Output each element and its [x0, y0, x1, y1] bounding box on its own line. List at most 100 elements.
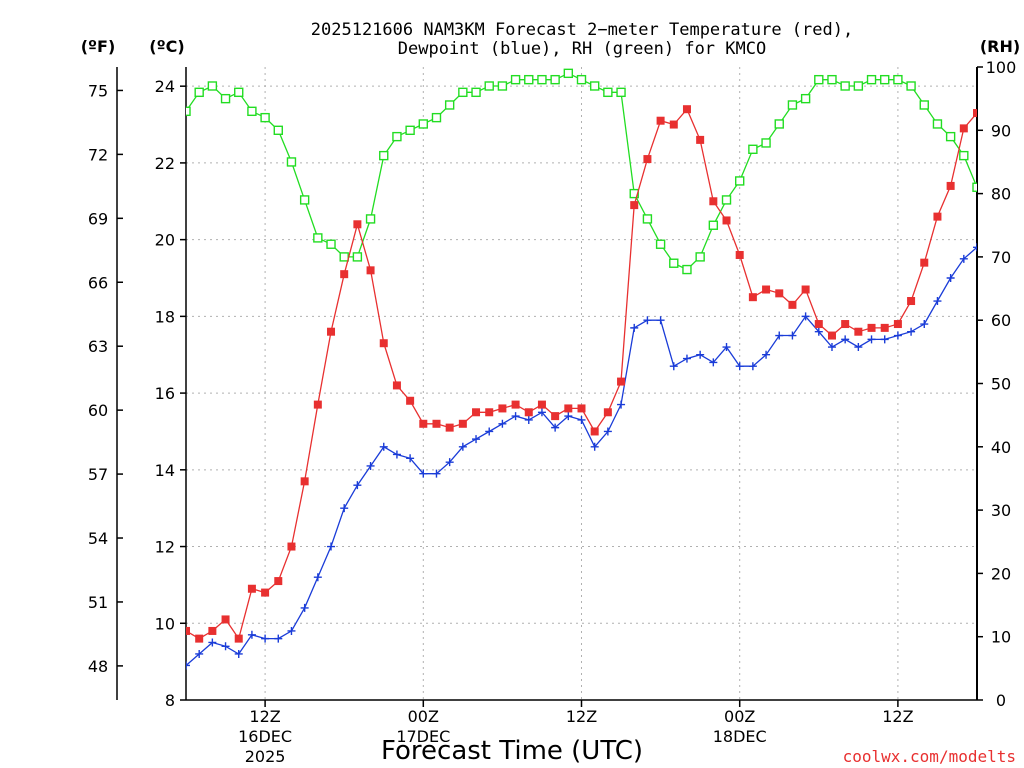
rh-series	[186, 68, 977, 275]
rh-point	[563, 68, 574, 79]
dewpoint-point	[432, 469, 441, 478]
dewpoint-point	[841, 335, 850, 344]
dewpoint-point	[973, 243, 977, 252]
dewpoint-point	[775, 331, 784, 340]
rh-point	[220, 93, 231, 104]
temperature-point	[880, 323, 889, 332]
temperature-point	[827, 331, 836, 340]
dewpoint-point	[920, 320, 929, 329]
temperature-point	[247, 584, 256, 593]
rh-point	[194, 87, 204, 98]
dewpoint-point	[893, 331, 902, 340]
dewpoint-point	[340, 504, 349, 513]
title-line-1: 2025121606 NAM3KM Forecast 2−meter Tempe…	[311, 20, 853, 40]
dewpoint-point	[300, 603, 309, 612]
celsius-tick-label: 10	[155, 614, 175, 633]
rh-point	[273, 125, 283, 136]
dewpoint-point	[195, 649, 204, 658]
credit-text[interactable]: coolwx.com/modelts	[843, 747, 1016, 766]
fahrenheit-tick-label: 51	[88, 593, 108, 612]
rh-point	[550, 74, 560, 85]
celsius-tick-label: 22	[155, 154, 175, 173]
celsius-tick-label: 18	[155, 307, 175, 326]
dewpoint-point	[656, 316, 665, 325]
rh-point	[484, 81, 494, 91]
rh-point	[669, 258, 679, 268]
dewpoint-series	[186, 243, 977, 670]
temperature-point	[458, 419, 467, 428]
dewpoint-point	[880, 335, 889, 344]
dewpoint-point	[511, 412, 520, 421]
temperature-point	[814, 320, 823, 329]
temperature-point	[327, 327, 336, 336]
celsius-tick-label: 14	[155, 461, 175, 480]
fahrenheit-tick-label: 75	[88, 81, 108, 100]
temperature-point	[577, 404, 586, 413]
rh-point	[761, 138, 771, 148]
temperature-point	[682, 105, 691, 114]
rh-point	[418, 119, 428, 129]
dewpoint-point	[814, 327, 823, 336]
rh-point	[313, 233, 323, 243]
celsius-tick-label: 12	[155, 538, 175, 557]
dewpoint-point	[643, 316, 652, 325]
dewpoint-point	[261, 634, 270, 643]
temperature-point	[748, 293, 757, 302]
rh-tick-label: 10	[991, 628, 1011, 647]
dewpoint-point	[313, 573, 322, 582]
temperature-point	[432, 419, 441, 428]
rh-tick-label: 40	[991, 438, 1011, 457]
dewpoint-point	[748, 362, 757, 371]
dewpoint-point	[392, 450, 401, 459]
temperature-point	[920, 258, 929, 267]
dewpoint-point	[788, 331, 797, 340]
fahrenheit-tick-label: 63	[88, 337, 108, 356]
rh-point	[286, 157, 297, 167]
rh-point	[510, 74, 521, 85]
dewpoint-point	[696, 350, 705, 359]
rh-tick-label: 50	[991, 375, 1011, 394]
dewpoint-point	[379, 442, 388, 451]
dewpoint-point	[445, 458, 454, 467]
rh-point	[352, 252, 363, 262]
temperature-point	[735, 250, 744, 259]
rh-point	[827, 74, 837, 85]
rh-point	[695, 252, 705, 262]
rh-point	[893, 74, 903, 85]
rh-point	[774, 119, 784, 129]
temperature-point	[392, 381, 401, 390]
celsius-tick-label: 8	[165, 691, 175, 710]
temperature-point	[656, 116, 665, 125]
temperature-point	[630, 201, 639, 210]
temperature-point	[498, 404, 507, 413]
x-tick-time-label: 00Z	[408, 707, 439, 726]
temperature-point	[590, 427, 599, 436]
temperature-point	[762, 285, 771, 294]
temperature-point	[709, 197, 718, 206]
fahrenheit-tick-label: 60	[88, 401, 108, 420]
rh-point	[735, 176, 745, 186]
rh-point	[932, 119, 943, 129]
dewpoint-point	[946, 274, 955, 282]
temperature-point	[261, 588, 270, 597]
dewpoint-point	[564, 412, 573, 421]
rh-point	[919, 100, 929, 110]
x-tick-date-label: 17DEC	[396, 727, 450, 746]
rh-tick-label: 0	[996, 691, 1006, 710]
celsius-unit-label: (ºC)	[149, 37, 184, 56]
temperature-point	[313, 400, 322, 409]
dewpoint-point	[959, 254, 968, 263]
fahrenheit-tick-label: 54	[88, 529, 108, 548]
dewpoint-point	[498, 419, 507, 428]
temperature-point	[801, 285, 810, 294]
temperature-point	[564, 404, 573, 413]
rh-point	[471, 87, 481, 98]
rh-point	[629, 188, 639, 199]
x-tick-time-label: 12Z	[566, 707, 597, 726]
temperature-point	[234, 634, 243, 643]
temperature-point	[788, 300, 797, 309]
rh-point	[721, 195, 732, 205]
rh-tick-label: 100	[986, 58, 1017, 77]
rh-point	[866, 74, 877, 85]
